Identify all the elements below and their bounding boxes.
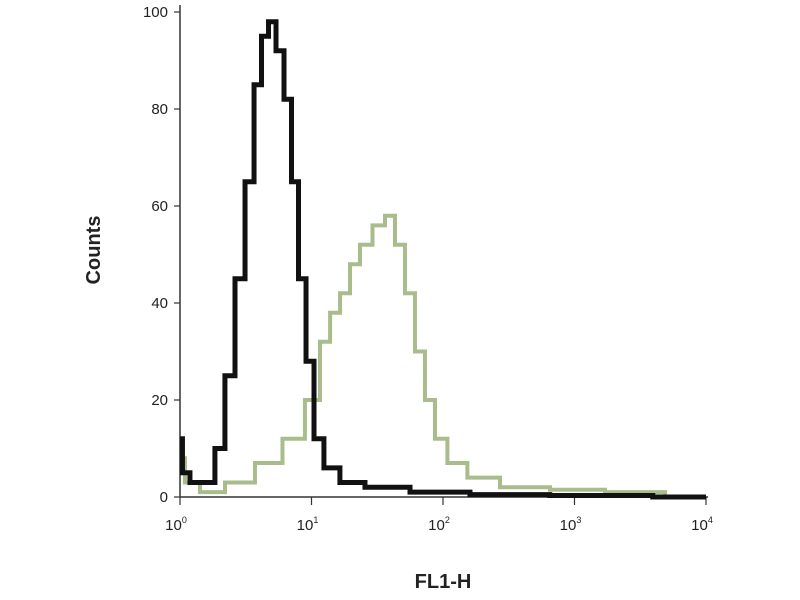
axes xyxy=(174,5,708,505)
x-tick-label: 104 xyxy=(691,515,713,534)
x-tick-base: 10 xyxy=(691,517,708,534)
x-tick-exponent: 4 xyxy=(708,515,713,525)
x-tick-base: 10 xyxy=(165,517,182,534)
y-tick-label: 60 xyxy=(151,198,168,215)
x-tick-exponent: 1 xyxy=(313,515,318,525)
y-axis-label: Counts xyxy=(83,216,105,285)
sample-histogram-line xyxy=(180,213,700,499)
x-tick-base: 10 xyxy=(428,517,445,534)
y-tick-label: 20 xyxy=(151,392,168,409)
x-tick-label: 103 xyxy=(560,515,582,534)
control-histogram-line xyxy=(179,19,706,500)
x-tick-label: 102 xyxy=(428,515,450,534)
x-tick-exponent: 3 xyxy=(576,515,581,525)
y-tick-label: 40 xyxy=(151,295,168,312)
x-tick-exponent: 0 xyxy=(182,515,187,525)
y-tick-label: 80 xyxy=(151,101,168,118)
x-tick-base: 10 xyxy=(560,517,577,534)
x-axis-label: FL1-H xyxy=(415,571,472,593)
series-group xyxy=(179,19,706,500)
x-tick-base: 10 xyxy=(297,517,314,534)
x-tick-label: 100 xyxy=(165,515,187,534)
y-tick-label: 100 xyxy=(143,4,168,21)
x-tick-label: 101 xyxy=(297,515,319,534)
x-tick-exponent: 2 xyxy=(445,515,450,525)
y-tick-label: 0 xyxy=(160,489,168,506)
